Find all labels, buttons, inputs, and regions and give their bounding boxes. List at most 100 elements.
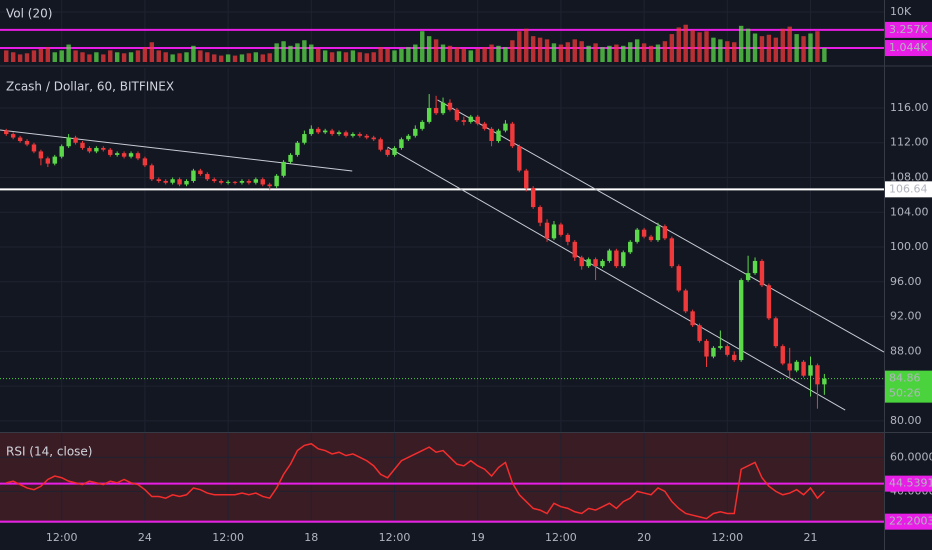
volume-bar	[704, 31, 709, 62]
candle-body	[406, 135, 411, 140]
candle-body	[170, 179, 175, 183]
volume-bar	[794, 34, 799, 62]
candle-body	[558, 224, 564, 235]
candle-body	[128, 153, 134, 157]
marker-box	[885, 181, 932, 198]
volume-bar	[420, 31, 425, 62]
volume-bar	[364, 53, 369, 62]
price-title: Zcash / Dollar, 60, BITFINEX	[6, 80, 174, 94]
volume-bar	[149, 42, 155, 62]
candle-body	[683, 290, 688, 312]
candle-body	[586, 259, 591, 267]
candle-body	[316, 128, 321, 133]
volume-bar	[725, 41, 730, 62]
volume-bar	[600, 47, 605, 62]
volume-bar	[392, 50, 397, 62]
volume-bar	[94, 52, 99, 62]
candle-body	[447, 102, 453, 110]
candle-body	[31, 144, 37, 152]
candle-body	[655, 226, 661, 241]
candle-body	[766, 285, 772, 319]
volume-bar	[232, 55, 238, 62]
volume-bar	[732, 42, 737, 62]
candle-body	[676, 266, 681, 291]
candle-body	[544, 222, 550, 239]
volume-bar	[662, 41, 668, 62]
marker-box	[885, 513, 932, 530]
y-tick-label: 80.00	[890, 414, 922, 427]
volume-bar	[350, 50, 356, 62]
volume-bar	[66, 44, 71, 62]
candle-body	[433, 107, 439, 114]
volume-bar	[808, 33, 813, 62]
candle-body	[24, 141, 30, 145]
volume-bar	[357, 52, 363, 62]
volume-bar	[406, 47, 411, 62]
candle-body	[759, 260, 765, 286]
volume-bar	[218, 55, 224, 62]
candle-body	[17, 137, 23, 142]
rsi-line	[6, 442, 825, 520]
volume-bar	[59, 50, 64, 62]
volume-bar	[634, 39, 640, 62]
candle-body	[413, 128, 418, 136]
volume-bar	[239, 54, 245, 62]
candle-body	[101, 147, 106, 150]
candle-body	[440, 102, 446, 114]
candle-body	[163, 180, 168, 183]
candle-body	[336, 132, 342, 135]
y-tick-label: 60.0000	[890, 450, 932, 463]
volume-bar	[759, 36, 765, 62]
volume-bar	[156, 50, 161, 62]
candle-body	[579, 257, 584, 267]
candle-body	[794, 361, 799, 371]
volume-bar	[482, 47, 487, 62]
volume-bar	[336, 51, 342, 62]
volume-bar	[510, 40, 515, 62]
volume-bar	[31, 50, 37, 62]
volume-bar	[212, 54, 217, 62]
volume-bar	[128, 52, 134, 62]
volume-bar	[142, 47, 148, 62]
y-tick-label: 112.00	[890, 136, 929, 149]
marker-label: 44.5391	[889, 477, 932, 490]
volume-bar	[468, 50, 473, 62]
candle-body	[461, 120, 467, 122]
y-tick-label: 104.00	[890, 205, 929, 218]
volume-bar	[773, 37, 779, 62]
volume-bar	[309, 44, 314, 62]
candle-body	[121, 153, 127, 157]
volume-bar	[655, 44, 661, 62]
volume-bar	[489, 44, 494, 62]
candle-body	[94, 147, 99, 152]
candle-body	[662, 226, 668, 239]
volume-bar	[329, 52, 335, 62]
volume-bar	[4, 50, 9, 62]
candle-body	[732, 354, 737, 361]
candle-body	[288, 154, 293, 162]
marker-box	[885, 475, 932, 492]
volume-bar	[787, 26, 792, 62]
volume-bar	[648, 45, 654, 62]
volume-bar	[101, 54, 106, 62]
trend-line	[0, 129, 353, 172]
volume-bar	[537, 37, 543, 62]
candle-body	[177, 179, 182, 185]
volume-bar	[447, 45, 453, 62]
candle-body	[510, 123, 515, 147]
volume-bar	[738, 25, 744, 62]
volume-bar	[87, 54, 92, 62]
marker-label: 106.64	[889, 182, 928, 195]
candle-body	[371, 137, 376, 140]
volume-bar	[295, 43, 300, 62]
candle-body	[205, 174, 210, 180]
candle-body	[690, 311, 695, 326]
volume-bar	[135, 50, 141, 62]
candle-body	[648, 236, 654, 241]
candle-body	[801, 361, 806, 376]
volume-bar	[322, 50, 328, 62]
candle-body	[517, 146, 522, 171]
trend-line	[387, 146, 846, 411]
volume-bar	[253, 52, 259, 62]
volume-bar	[780, 28, 785, 62]
